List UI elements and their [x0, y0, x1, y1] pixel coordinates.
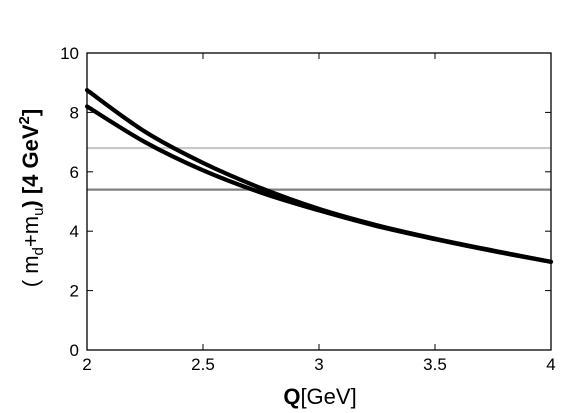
x-tick-label: 3.5 [423, 355, 447, 374]
x-tick-label: 2.5 [191, 355, 215, 374]
y-tick-label: 8 [70, 103, 79, 122]
y-axis-label-plus: +m [18, 216, 43, 247]
plot-frame [86, 52, 552, 351]
x-tick-label: 2 [82, 355, 91, 374]
y-axis-label: ( md+mu) [4 GeV2] [16, 109, 47, 287]
y-axis-label-sup: 2 [16, 116, 33, 124]
y-axis-label-end: ] [18, 109, 43, 116]
series-group [84, 88, 554, 264]
y-axis-label-open: ( m [18, 255, 43, 287]
x-tick-label: 4 [546, 355, 555, 374]
y-axis-label-sub-d: d [30, 247, 47, 255]
y-tick-label: 4 [70, 222, 79, 241]
y-tick-label: 10 [60, 44, 79, 63]
x-axis-label-bold: Q [283, 384, 300, 409]
x-tick-label: 3 [314, 355, 323, 374]
y-tick-label: 0 [70, 341, 79, 360]
y-tick-label: 6 [70, 163, 79, 182]
y-axis-label-sub-u: u [30, 208, 47, 216]
y-tick-label: 2 [70, 282, 79, 301]
x-axis-label: Q[GeV] [283, 384, 356, 409]
y-axis-label-close: ) [4 GeV [18, 124, 43, 207]
x-axis-label-units: [GeV] [300, 384, 356, 409]
series-curve-2 [84, 104, 554, 264]
series-curve-1 [84, 88, 554, 264]
reference-lines [87, 146, 551, 191]
